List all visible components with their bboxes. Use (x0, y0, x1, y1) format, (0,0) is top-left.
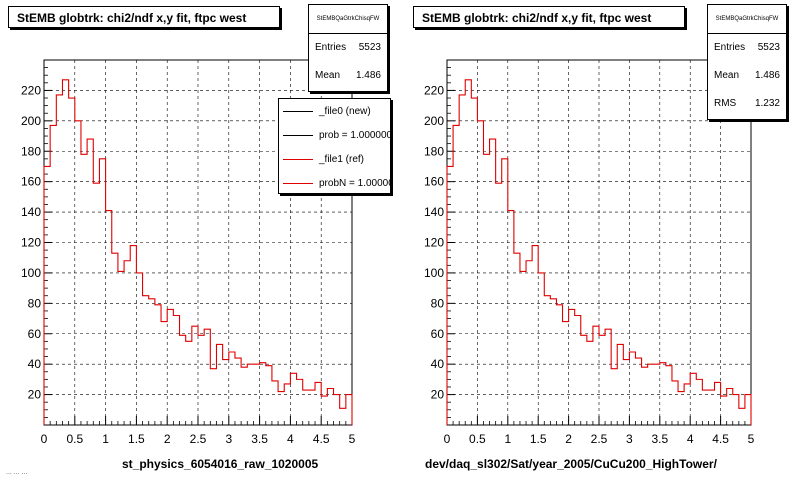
right-y-tick-label-0: 20 (431, 388, 445, 402)
right-stats-mean-row: Mean 1.486 (708, 62, 786, 90)
left-y-tick-label-8: 180 (21, 144, 41, 158)
left-x-tick-label-8: 4 (287, 432, 294, 446)
left-stats-entries-label: Entries (315, 42, 347, 53)
right-stats-name: StEMBQaGtrkChisqFW (708, 5, 786, 34)
right-stats-box: StEMBQaGtrkChisqFW Entries 5523 Mean 1.4… (707, 4, 787, 120)
left-x-tick-label-9: 4.5 (313, 432, 330, 446)
right-y-tick-label-10: 220 (424, 83, 444, 97)
legend-label-new: _file0 (new) (319, 105, 371, 117)
left-x-tick-label-0: 0 (41, 432, 48, 446)
right-x-tick-label-4: 2 (565, 432, 572, 446)
legend-swatch-probn (283, 182, 313, 184)
right-y-tick-label-1: 40 (431, 357, 445, 371)
left-x-tick-label-5: 2.5 (190, 432, 207, 446)
right-x-tick-label-7: 3.5 (651, 432, 668, 446)
left-x-tick-label-1: 0.5 (66, 432, 83, 446)
right-x-tick-label-2: 1 (504, 432, 511, 446)
left-stats-entries-row: Entries 5523 (309, 34, 387, 62)
legend-entry-ref: _file1 (ref) (279, 147, 390, 171)
right-y-tick-label-8: 180 (424, 144, 444, 158)
left-stats-mean-row: Mean 1.486 (309, 62, 387, 90)
right-y-tick-label-5: 120 (424, 236, 444, 250)
right-y-tick-label-4: 100 (424, 266, 444, 280)
left-y-tick-label-1: 40 (28, 357, 42, 371)
left-y-tick-label-6: 140 (21, 205, 41, 219)
right-histogram-series-0 (446, 79, 752, 425)
right-y-tick-label-9: 200 (424, 114, 444, 128)
right-x-tick-label-9: 4.5 (712, 432, 729, 446)
left-y-tick-label-3: 80 (28, 296, 42, 310)
legend-entry-probn: probN = 1.000000 (279, 171, 390, 193)
left-y-tick-label-0: 20 (28, 388, 42, 402)
right-stats-entries-row: Entries 5523 (708, 34, 786, 62)
right-stats-rms-value: 1.232 (754, 98, 780, 109)
left-stats-mean-value: 1.486 (355, 70, 381, 81)
left-chart-title: StEMB globtrk: chi2/ndf x,y fit, ftpc we… (8, 6, 280, 28)
legend-label-prob: prob = 1.000000 (319, 129, 391, 141)
right-x-tick-label-0: 0 (444, 432, 451, 446)
left-y-tick-label-2: 60 (28, 327, 42, 341)
left-x-tick-label-6: 3 (225, 432, 232, 446)
right-chart-title: StEMB globtrk: chi2/ndf x,y fit, ftpc we… (413, 6, 685, 28)
legend-swatch-ref (283, 158, 313, 160)
legend-entry-prob: prob = 1.000000 (279, 123, 390, 147)
legend-label-ref: _file1 (ref) (319, 153, 365, 165)
left-y-tick-label-4: 100 (21, 266, 41, 280)
right-stats-mean-value: 1.486 (754, 70, 780, 81)
left-y-tick-label-7: 160 (21, 175, 41, 189)
left-stats-entries-value: 5523 (358, 42, 381, 53)
right-x-tick-label-8: 4 (687, 432, 694, 446)
right-y-tick-label-3: 80 (431, 296, 445, 310)
right-x-tick-label-3: 1.5 (530, 432, 547, 446)
legend-label-probn: probN = 1.000000 (319, 177, 390, 189)
left-stats-name: StEMBQaGtrkChisqFW (309, 5, 387, 34)
footnote-text: ... ... ... (6, 469, 28, 476)
right-x-tick-label-5: 2.5 (591, 432, 608, 446)
left-histogram-series-0 (43, 79, 353, 425)
right-x-tick-label-6: 3 (626, 432, 633, 446)
right-y-tick-label-2: 60 (431, 327, 445, 341)
right-stats-entries-label: Entries (714, 42, 746, 53)
right-x-tick-label-10: 5 (748, 432, 755, 446)
legend-entry-new: _file0 (new) (279, 99, 390, 123)
legend-swatch-new (283, 110, 313, 112)
left-x-tick-label-7: 3.5 (251, 432, 268, 446)
right-x-tick-label-1: 0.5 (469, 432, 486, 446)
left-x-axis-label: st_physics_6054016_raw_1020005 (122, 457, 319, 471)
right-stats-rms-row: RMS 1.232 (708, 90, 786, 118)
right-stats-entries-value: 5523 (757, 42, 780, 53)
left-y-tick-label-5: 120 (21, 236, 41, 250)
left-x-tick-label-4: 2 (164, 432, 171, 446)
legend-swatch-prob (283, 134, 313, 136)
left-legend: _file0 (new) prob = 1.000000 _file1 (ref… (278, 98, 391, 194)
left-stats-mean-label: Mean (315, 70, 341, 81)
right-y-tick-label-6: 140 (424, 205, 444, 219)
right-x-axis-label: dev/daq_sl302/Sat/year_2005/CuCu200_High… (425, 457, 717, 471)
right-y-tick-label-7: 160 (424, 175, 444, 189)
left-stats-box: StEMBQaGtrkChisqFW Entries 5523 Mean 1.4… (308, 4, 388, 92)
left-x-tick-label-3: 1.5 (128, 432, 145, 446)
left-x-tick-label-2: 1 (102, 432, 109, 446)
right-stats-mean-label: Mean (714, 70, 740, 81)
right-stats-rms-label: RMS (714, 98, 737, 109)
left-y-tick-label-9: 200 (21, 114, 41, 128)
left-y-tick-label-10: 220 (21, 83, 41, 97)
left-x-tick-label-10: 5 (349, 432, 356, 446)
